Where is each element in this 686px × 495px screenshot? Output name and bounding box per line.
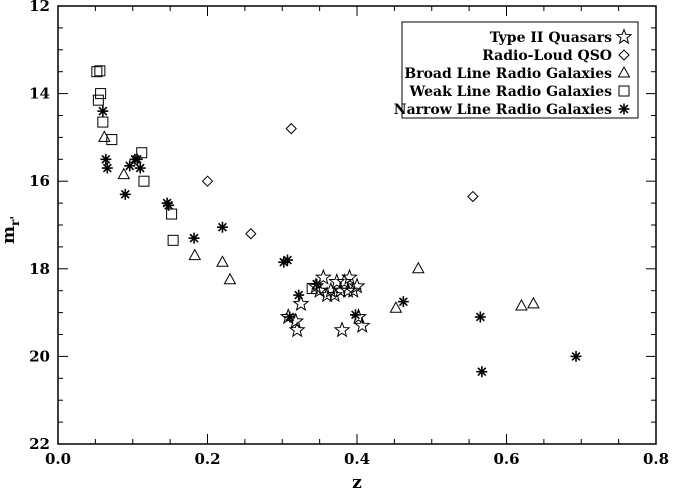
triangle-point	[223, 272, 237, 285]
square-point	[91, 66, 103, 78]
triangle-point	[527, 296, 540, 309]
square-point	[138, 175, 150, 187]
asterisk-point	[134, 162, 146, 174]
asterisk-point	[119, 188, 131, 200]
x-tick-label: 0.4	[344, 450, 370, 468]
x-tick-label: 0.0	[45, 450, 71, 468]
asterisk-point	[131, 153, 143, 165]
legend-label: Narrow Line Radio Galaxies	[394, 102, 612, 118]
asterisk-point	[474, 311, 486, 323]
y-tick-label: 22	[29, 435, 50, 453]
triangle-point	[515, 298, 528, 311]
square-point	[106, 134, 118, 146]
square-point	[94, 65, 106, 77]
triangle-point	[216, 255, 229, 267]
asterisk-point	[100, 153, 112, 165]
square-point	[95, 88, 107, 100]
asterisk-point	[311, 278, 323, 290]
x-tick-label: 0.6	[493, 450, 519, 468]
triangle-point	[188, 248, 202, 261]
legend: Type II Quasars Radio-Loud QSO Broad Line …	[394, 21, 639, 119]
legend-square-marker	[618, 85, 630, 97]
asterisk-point	[570, 350, 582, 362]
legend-label: Broad Line Radio Galaxies	[404, 66, 612, 82]
x-tick-label: 0.2	[194, 450, 220, 468]
square-point	[136, 147, 148, 159]
star-point	[314, 268, 332, 285]
data-points	[91, 65, 582, 378]
y-tick-label: 18	[29, 260, 50, 278]
asterisk-point	[284, 311, 296, 323]
asterisk-point	[281, 254, 293, 266]
star-point	[335, 273, 353, 290]
star-point	[341, 268, 359, 285]
asterisk-point	[350, 309, 362, 321]
asterisk-point	[101, 162, 113, 174]
legend-label: Type II Quasars	[490, 30, 612, 46]
asterisk-point	[188, 232, 200, 244]
asterisk-point	[476, 366, 488, 378]
asterisk-point	[124, 160, 136, 172]
asterisk-point	[293, 289, 305, 301]
star-point	[326, 286, 344, 303]
triangle-point	[117, 167, 131, 180]
triangle-point	[411, 261, 425, 274]
legend-triangle-marker	[617, 65, 631, 78]
axis-ticks	[57, 5, 657, 445]
star-point	[333, 321, 351, 338]
y-axis-label: mr'	[0, 216, 22, 244]
diamond-point	[201, 175, 214, 187]
triangle-point	[97, 130, 111, 142]
asterisk-point	[97, 105, 109, 117]
x-axis-label: z	[352, 473, 362, 493]
asterisk-point	[216, 221, 228, 233]
star-point	[344, 281, 362, 298]
legend-diamond-marker	[618, 49, 630, 61]
square-point	[97, 116, 109, 128]
y-tick-label: 12	[29, 0, 50, 15]
triangle-point	[389, 301, 403, 313]
square-point	[167, 234, 179, 246]
diamond-point	[285, 122, 297, 135]
legend-box	[401, 21, 639, 119]
star-point	[353, 316, 371, 333]
y-tick-label: 20	[29, 347, 50, 365]
asterisk-point	[163, 199, 175, 211]
diamond-point	[467, 190, 479, 203]
star-point	[279, 308, 297, 325]
y-tick-label: 16	[29, 172, 50, 190]
square-point	[92, 94, 104, 106]
asterisk-point	[397, 296, 409, 308]
diamond-point	[245, 228, 257, 240]
y-tick-label: 14	[29, 85, 50, 103]
star-point	[292, 294, 310, 312]
star-point	[348, 277, 366, 294]
star-point	[288, 321, 306, 338]
legend-star-marker	[615, 28, 633, 45]
tick-labels: 0.0 0.2 0.4 0.6 0.8 12 14 16 18 20 22	[29, 0, 669, 468]
legend-asterisk-marker	[618, 103, 630, 115]
x-tick-label: 0.8	[643, 450, 669, 468]
legend-label: Radio-Loud QSO	[482, 48, 612, 64]
legend-label: Weak Line Radio Galaxies	[409, 84, 613, 100]
